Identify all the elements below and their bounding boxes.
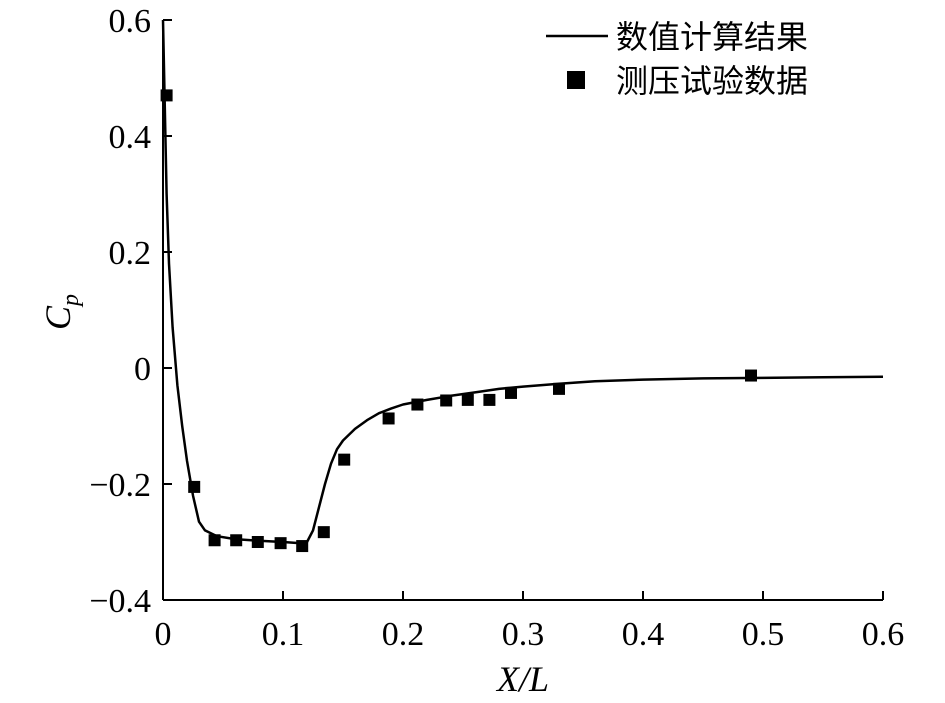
data-point-experimental (230, 534, 243, 547)
series-line-numerical (161, 19, 884, 545)
legend: 数值计算结果 测压试验数据 (546, 18, 808, 100)
legend-label-marker: 测压试验数据 (616, 62, 808, 100)
data-point-experimental (745, 369, 757, 382)
svg-text:Cp: Cp (38, 294, 84, 330)
data-point-experimental (317, 526, 330, 539)
y-tick-label: 0.4 (109, 119, 152, 156)
x-tick-label: 0.1 (262, 616, 305, 653)
x-tick-label: 0 (155, 616, 172, 653)
x-axis-label: X/L (495, 659, 549, 699)
y-tick-label: 0.2 (109, 235, 152, 272)
y-tick-label: 0 (134, 351, 151, 388)
y-axis-label-sub: p (58, 294, 84, 308)
y-tick-label: −0.4 (89, 583, 151, 620)
y-axis-label-main: C (38, 305, 78, 330)
data-point-experimental (411, 398, 424, 411)
x-tick-label: 0.5 (742, 616, 785, 653)
data-point-experimental (274, 537, 287, 550)
y-ticks: −0.4 −0.2 0 0.2 0.4 0.6 (89, 3, 172, 620)
data-point-experimental (208, 534, 221, 547)
axes (162, 20, 883, 601)
x-tick-label: 0.2 (382, 616, 425, 653)
x-tick-label: 0.3 (502, 616, 545, 653)
data-point-experimental (296, 540, 309, 553)
data-point-experimental (553, 382, 565, 395)
x-tick-label: 0.6 (862, 616, 905, 653)
y-tick-label: 0.6 (109, 3, 152, 40)
data-point-experimental (160, 89, 173, 102)
data-point-experimental (440, 394, 453, 407)
x-ticks: 0 0.1 0.2 0.3 0.4 0.5 0.6 (155, 591, 905, 653)
plot-area (160, 19, 884, 553)
data-point-experimental (188, 480, 201, 493)
data-point-experimental (483, 393, 496, 406)
legend-label-line: 数值计算结果 (616, 18, 808, 56)
legend-marker-swatch (567, 71, 585, 89)
y-axis-label: Cp (38, 294, 84, 330)
x-tick-label: 0.4 (622, 616, 665, 653)
data-point-experimental (461, 393, 474, 406)
data-point-experimental (338, 453, 351, 466)
data-point-experimental (505, 386, 517, 399)
y-tick-label: −0.2 (89, 467, 151, 504)
data-point-experimental (382, 412, 395, 425)
data-point-experimental (251, 536, 264, 548)
